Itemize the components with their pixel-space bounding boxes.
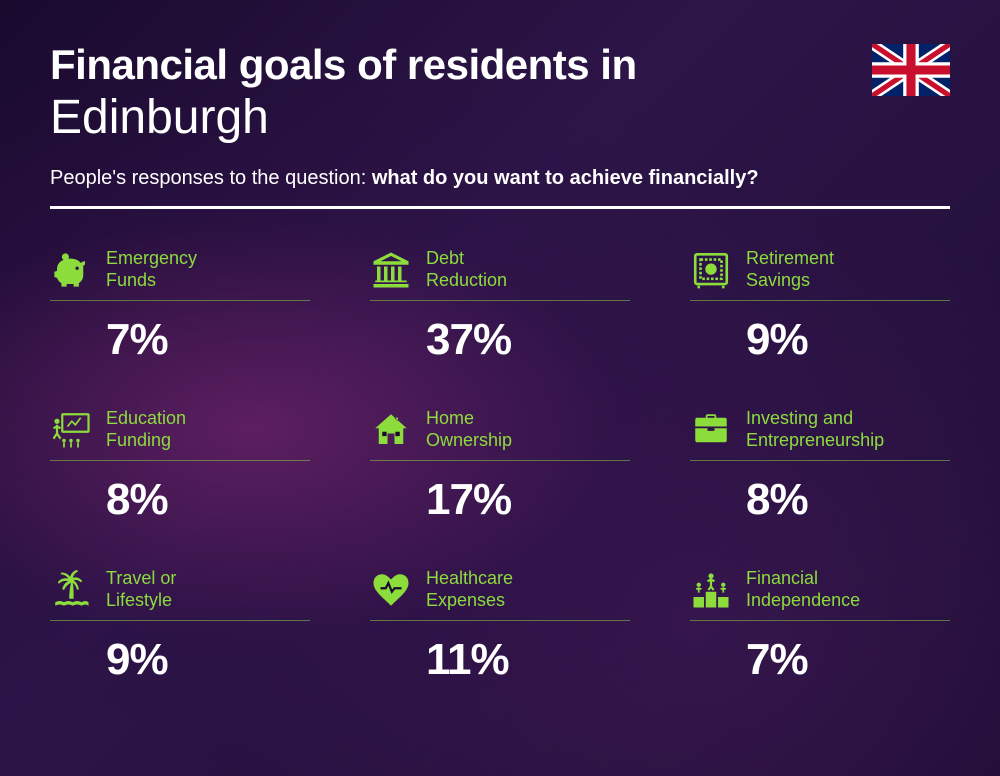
stat-percentage: 7% [106,315,310,365]
stats-grid: EmergencyFunds 7% DebtReduction 37% Reti… [50,247,950,685]
stat-header: Investing andEntrepreneurship [690,407,950,461]
stat-label: HealthcareExpenses [426,568,513,611]
subtitle: People's responses to the question: what… [50,167,950,190]
heart-pulse-icon [370,569,412,611]
stat-debt-reduction: DebtReduction 37% [370,247,630,365]
briefcase-icon [690,409,732,451]
stat-header: DebtReduction [370,247,630,301]
stat-label: Travel orLifestyle [106,568,176,611]
stat-investing-entrepreneurship: Investing andEntrepreneurship 8% [690,407,950,525]
bank-icon [370,249,412,291]
stat-label: EmergencyFunds [106,248,197,291]
stat-percentage: 8% [106,475,310,525]
stat-label: EducationFunding [106,408,186,451]
stat-percentage: 11% [426,635,630,685]
presentation-icon [50,409,92,451]
subtitle-lead: People's responses to the question: [50,167,372,189]
piggy-bank-icon [50,249,92,291]
stat-label: HomeOwnership [426,408,512,451]
stat-percentage: 17% [426,475,630,525]
stat-label: DebtReduction [426,248,507,291]
stat-header: FinancialIndependence [690,567,950,621]
stat-education-funding: EducationFunding 8% [50,407,310,525]
stat-label: RetirementSavings [746,248,834,291]
stat-financial-independence: FinancialIndependence 7% [690,567,950,685]
stat-header: HomeOwnership [370,407,630,461]
stat-header: EducationFunding [50,407,310,461]
stat-home-ownership: HomeOwnership 17% [370,407,630,525]
house-icon [370,409,412,451]
stat-header: HealthcareExpenses [370,567,630,621]
divider [50,206,950,209]
palm-icon [50,569,92,611]
stat-label: FinancialIndependence [746,568,860,611]
stat-percentage: 9% [746,315,950,365]
stat-percentage: 37% [426,315,630,365]
stat-retirement-savings: RetirementSavings 9% [690,247,950,365]
subtitle-bold: what do you want to achieve financially? [372,167,759,189]
title-city: Edinburgh [50,90,950,145]
podium-icon [690,569,732,611]
stat-percentage: 8% [746,475,950,525]
title-prefix: Financial goals of residents in [50,42,950,88]
stat-label: Investing andEntrepreneurship [746,408,884,451]
header: Financial goals of residents in Edinburg… [50,42,950,209]
stat-emergency-funds: EmergencyFunds 7% [50,247,310,365]
stat-header: EmergencyFunds [50,247,310,301]
safe-icon [690,249,732,291]
stat-header: RetirementSavings [690,247,950,301]
stat-percentage: 7% [746,635,950,685]
uk-flag-icon [872,44,950,96]
stat-healthcare-expenses: HealthcareExpenses 11% [370,567,630,685]
stat-percentage: 9% [106,635,310,685]
stat-header: Travel orLifestyle [50,567,310,621]
stat-travel-lifestyle: Travel orLifestyle 9% [50,567,310,685]
